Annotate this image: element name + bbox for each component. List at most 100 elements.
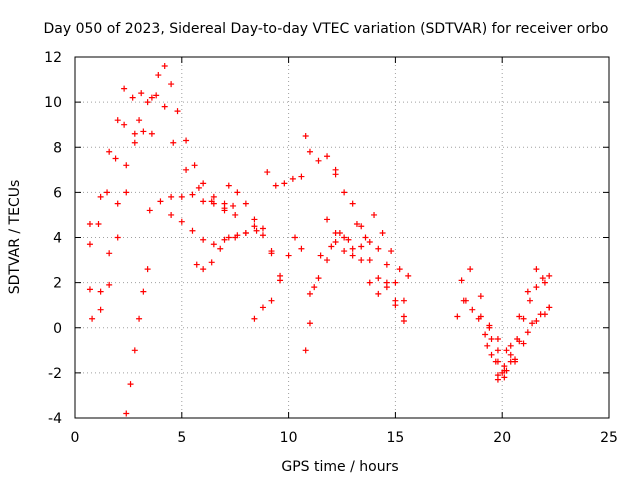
data-point (123, 162, 130, 169)
axis-ticks (74, 56, 610, 419)
data-point (121, 85, 128, 92)
data-point (392, 297, 399, 304)
data-point (484, 342, 491, 349)
data-point (146, 207, 153, 214)
data-point (114, 234, 121, 241)
data-point (277, 272, 284, 279)
data-point (324, 153, 331, 160)
data-point (541, 279, 548, 286)
data-point (454, 313, 461, 320)
data-point (324, 216, 331, 223)
data-point (311, 284, 318, 291)
data-point (189, 227, 196, 234)
y-tick-label: -2 (48, 366, 62, 382)
data-point (358, 257, 365, 264)
x-tick-label: 20 (493, 430, 511, 446)
data-point (200, 198, 207, 205)
data-point (106, 281, 113, 288)
data-point (193, 261, 200, 268)
data-point (507, 351, 514, 358)
series-track-w (494, 266, 548, 383)
data-point (259, 225, 266, 232)
y-tick-label: 10 (44, 95, 62, 111)
data-point (104, 189, 111, 196)
data-point (281, 180, 288, 187)
data-point (526, 297, 533, 304)
data-point (520, 315, 527, 322)
series-track-f (144, 92, 239, 218)
data-point (234, 189, 241, 196)
data-point (298, 173, 305, 180)
series-track-o (302, 216, 356, 354)
data-point (221, 236, 228, 243)
data-point (362, 234, 369, 241)
data-point (396, 266, 403, 273)
data-point (302, 132, 309, 139)
data-point (289, 175, 296, 182)
data-point (512, 356, 519, 363)
data-point (95, 220, 102, 227)
chart-title: Day 050 of 2023, Sidereal Day-to-day VTE… (44, 21, 609, 37)
data-point (251, 216, 258, 223)
data-point (507, 358, 514, 365)
data-point (148, 94, 155, 101)
grid-lines (75, 57, 609, 418)
x-tick-label: 0 (71, 430, 80, 446)
data-point (494, 372, 501, 379)
x-axis-title: GPS time / hours (281, 459, 398, 475)
data-point (195, 184, 202, 191)
data-point (375, 290, 382, 297)
data-point (97, 193, 104, 200)
data-point (221, 205, 228, 212)
series-track-l (251, 234, 305, 322)
data-point (533, 317, 540, 324)
data-point (520, 340, 527, 347)
data-point (366, 279, 373, 286)
data-point (140, 128, 147, 135)
data-point (259, 304, 266, 311)
data-point (306, 290, 313, 297)
data-point (191, 162, 198, 169)
data-point (524, 329, 531, 336)
series-track-q (328, 211, 412, 279)
data-point (114, 117, 121, 124)
data-point (349, 252, 356, 259)
data-point (315, 275, 322, 282)
data-point (178, 193, 185, 200)
data-point (144, 266, 151, 273)
data-point (129, 94, 136, 101)
data-point (178, 218, 185, 225)
data-point (168, 81, 175, 88)
data-point (157, 198, 164, 205)
data-point (86, 220, 93, 227)
data-point (242, 229, 249, 236)
data-point (208, 259, 215, 266)
data-point (155, 72, 162, 79)
data-point (462, 297, 469, 304)
data-point (349, 200, 356, 207)
data-point (148, 130, 155, 137)
data-point (268, 248, 275, 255)
data-point (306, 148, 313, 155)
data-point (140, 288, 147, 295)
data-point (302, 347, 309, 354)
data-point (225, 182, 232, 189)
data-point (341, 248, 348, 255)
data-point (349, 245, 356, 252)
data-point (328, 243, 335, 250)
series-track-d (89, 117, 143, 322)
data-point (136, 117, 143, 124)
data-point (488, 351, 495, 358)
data-point (375, 275, 382, 282)
data-point (272, 182, 279, 189)
series-track-x (482, 304, 553, 379)
data-point (97, 306, 104, 313)
data-point (529, 320, 536, 327)
y-axis-title: SDTVAR / TECUs (7, 180, 23, 295)
y-tick-label: 2 (53, 276, 62, 292)
data-point (210, 241, 217, 248)
data-point (144, 99, 151, 106)
data-point (341, 189, 348, 196)
data-point (298, 245, 305, 252)
